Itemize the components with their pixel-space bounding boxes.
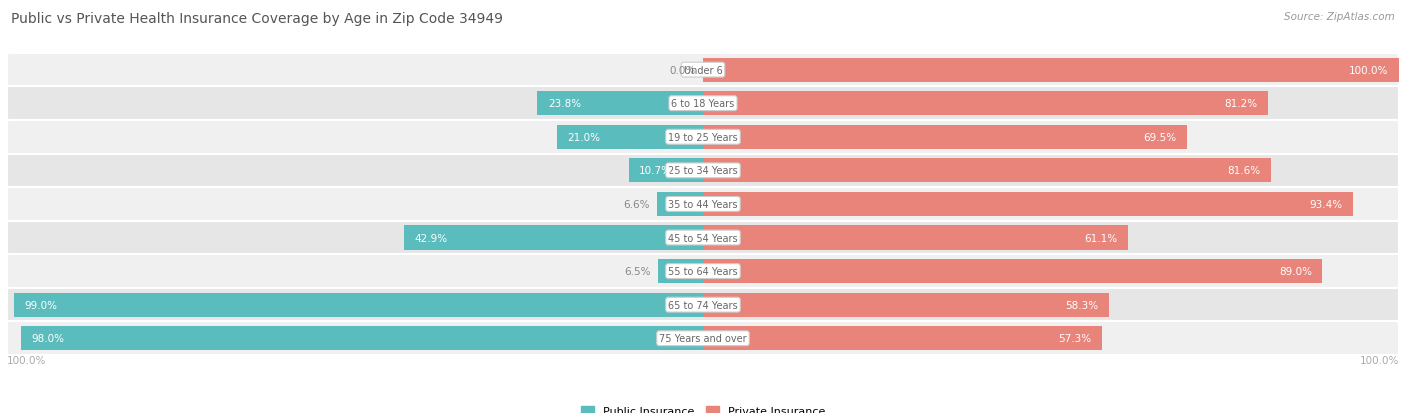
FancyBboxPatch shape (7, 322, 1399, 355)
Text: 93.4%: 93.4% (1309, 199, 1343, 209)
Bar (703, 293, 1109, 317)
Text: 99.0%: 99.0% (24, 300, 58, 310)
Legend: Public Insurance, Private Insurance: Public Insurance, Private Insurance (581, 406, 825, 413)
Bar (658, 259, 703, 283)
Text: Under 6: Under 6 (683, 65, 723, 76)
Text: Public vs Private Health Insurance Coverage by Age in Zip Code 34949: Public vs Private Health Insurance Cover… (11, 12, 503, 26)
Text: 55 to 64 Years: 55 to 64 Years (668, 266, 738, 276)
Text: 100.0%: 100.0% (1360, 355, 1399, 365)
Bar (703, 326, 1102, 351)
Bar (657, 192, 703, 216)
Bar (14, 293, 703, 317)
Text: 35 to 44 Years: 35 to 44 Years (668, 199, 738, 209)
FancyBboxPatch shape (7, 255, 1399, 288)
Text: 6.5%: 6.5% (624, 266, 651, 276)
Text: 6.6%: 6.6% (624, 199, 650, 209)
Bar (703, 192, 1353, 216)
Text: 25 to 34 Years: 25 to 34 Years (668, 166, 738, 176)
Bar (703, 226, 1128, 250)
Text: 75 Years and over: 75 Years and over (659, 333, 747, 344)
Text: 61.1%: 61.1% (1084, 233, 1118, 243)
FancyBboxPatch shape (7, 288, 1399, 322)
Bar (703, 159, 1271, 183)
FancyBboxPatch shape (7, 154, 1399, 188)
Bar (557, 126, 703, 150)
Bar (537, 92, 703, 116)
Text: 6 to 18 Years: 6 to 18 Years (672, 99, 734, 109)
Text: 10.7%: 10.7% (638, 166, 672, 176)
Bar (703, 92, 1268, 116)
Text: 21.0%: 21.0% (567, 133, 600, 142)
Text: 98.0%: 98.0% (31, 333, 65, 344)
Bar (628, 159, 703, 183)
FancyBboxPatch shape (7, 87, 1399, 121)
FancyBboxPatch shape (7, 188, 1399, 221)
Bar (703, 259, 1323, 283)
FancyBboxPatch shape (7, 221, 1399, 255)
Text: 89.0%: 89.0% (1279, 266, 1312, 276)
Text: 0.0%: 0.0% (669, 65, 696, 76)
Text: 23.8%: 23.8% (548, 99, 581, 109)
Text: 69.5%: 69.5% (1143, 133, 1177, 142)
Text: 81.2%: 81.2% (1225, 99, 1258, 109)
Text: 58.3%: 58.3% (1066, 300, 1098, 310)
Text: 65 to 74 Years: 65 to 74 Years (668, 300, 738, 310)
FancyBboxPatch shape (7, 121, 1399, 154)
Text: 42.9%: 42.9% (415, 233, 449, 243)
Text: 100.0%: 100.0% (1350, 65, 1389, 76)
Bar (405, 226, 703, 250)
Text: 81.6%: 81.6% (1227, 166, 1260, 176)
Bar (703, 126, 1187, 150)
Bar (21, 326, 703, 351)
Bar (703, 58, 1399, 83)
Text: Source: ZipAtlas.com: Source: ZipAtlas.com (1284, 12, 1395, 22)
FancyBboxPatch shape (7, 54, 1399, 87)
Text: 57.3%: 57.3% (1059, 333, 1091, 344)
Text: 19 to 25 Years: 19 to 25 Years (668, 133, 738, 142)
Text: 100.0%: 100.0% (7, 355, 46, 365)
Text: 45 to 54 Years: 45 to 54 Years (668, 233, 738, 243)
